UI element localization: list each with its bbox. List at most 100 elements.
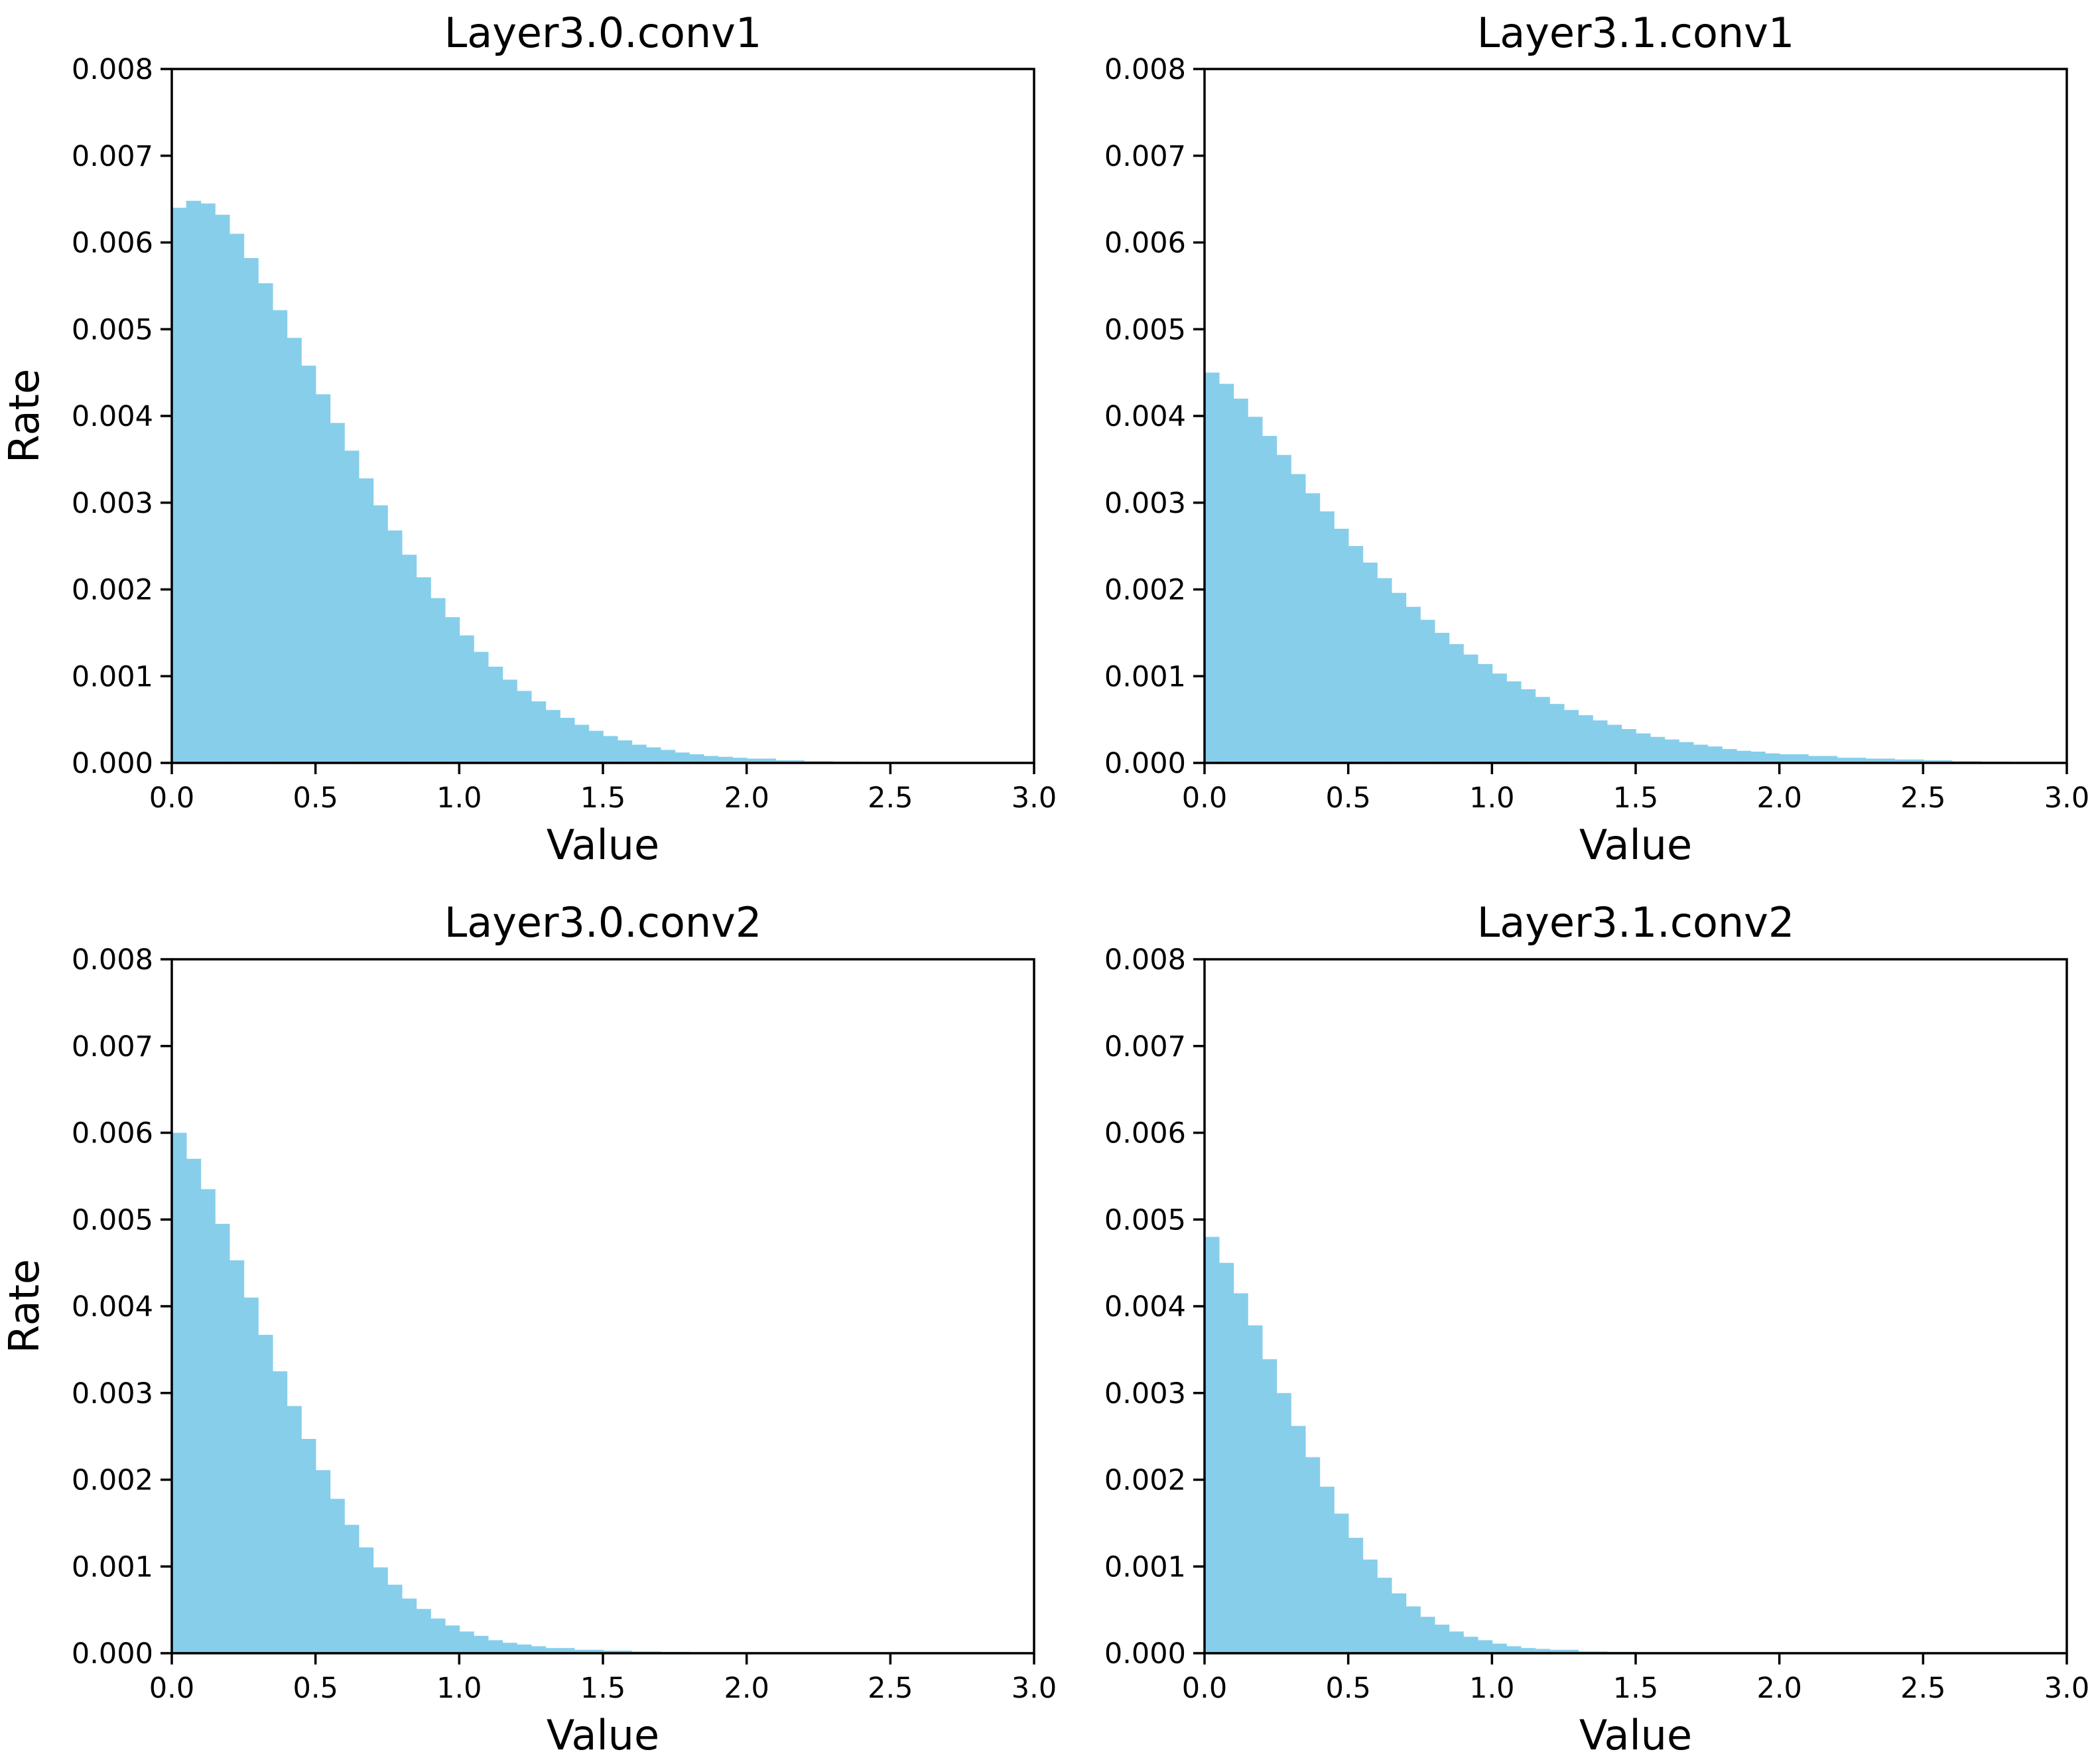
y-tick-label: 0.003 [1104,1377,1186,1410]
x-tick-label: 2.5 [1900,781,1945,815]
x-tick-label: 3.0 [1012,781,1057,815]
histogram-bar [1606,724,1622,763]
histogram-bar [1894,759,1924,763]
y-tick-label: 0.000 [1104,747,1186,780]
histogram-bar [172,1132,187,1653]
histogram-bar [1463,1637,1478,1653]
x-tick-label: 0.5 [1325,781,1370,815]
y-tick-label: 0.002 [1104,1464,1186,1497]
histogram-bar [430,1618,446,1653]
histogram-bar [1808,756,1838,763]
x-tick-label: 1.0 [1469,781,1514,815]
histogram-bar [617,740,633,763]
x-tick-label: 1.5 [580,1672,625,1705]
y-tick-label: 0.005 [1104,1203,1186,1237]
histogram-bar [1477,663,1493,763]
histogram-bar [1650,736,1666,763]
y-tick-label: 0.000 [1104,1637,1186,1670]
x-tick-label: 2.0 [724,781,769,815]
histogram-bar [1205,1237,1220,1653]
histogram-bar [1391,592,1407,763]
x-tick-label: 1.0 [1469,1672,1514,1705]
panel-title: Layer3.0.conv2 [444,898,762,947]
histogram-bar [488,1640,503,1653]
y-tick-label: 0.007 [72,140,153,173]
x-tick-label: 1.0 [436,781,482,815]
panel-layer3-1-conv1: Layer3.1.conv1 0.000 0.001 0.002 0.003 0.004… [1104,9,2089,869]
y-tick-label: 0.003 [72,1377,153,1410]
y-tick-label: 0.003 [1104,487,1186,520]
x-axis-label: Value [547,821,659,869]
x-tick-label: 0.0 [149,1672,194,1705]
y-tick-label: 0.005 [72,1203,153,1237]
y-tick-label: 0.007 [1104,140,1186,173]
histogram-bar [1377,1578,1392,1653]
histogram-bar [416,577,431,763]
plot-frame [1203,68,2068,764]
y-tick-label: 0.005 [72,313,153,346]
histogram-bar [186,200,202,763]
x-axis-ticks: 0.0 0.5 1.0 1.5 2.0 2.5 3.0 [149,1653,1057,1705]
histogram-bar [732,758,748,763]
histogram-bar [459,1631,474,1653]
histogram-bar [1406,606,1421,763]
x-tick-label: 0.0 [149,781,194,815]
panel-layer3-1-conv2: Layer3.1.conv2 0.000 0.001 0.002 0.003 0.004… [1104,898,2089,1759]
histogram-bar [330,1499,345,1653]
histogram-bar [1693,744,1709,763]
histogram-bar [243,1297,259,1653]
y-tick-label: 0.000 [72,747,153,780]
y-tick-label: 0.006 [1104,1117,1186,1150]
y-tick-label: 0.004 [72,1290,153,1323]
x-axis-label: Value [547,1711,659,1759]
histogram-bar [258,283,273,763]
x-axis-ticks: 0.0 0.5 1.0 1.5 2.0 2.5 3.0 [149,763,1057,815]
histogram-bar [1262,1359,1277,1653]
y-tick-label: 0.001 [72,660,153,693]
histogram-bar [1549,1649,1579,1653]
histogram-bar [1449,644,1464,763]
histogram-bar [1636,733,1651,763]
histogram-bar [1707,746,1723,763]
histogram-bar [243,258,259,763]
histogram-bar [545,1648,575,1653]
x-tick-label: 1.5 [1613,1672,1658,1705]
histogram-bar [272,310,288,763]
histogram-bar [1391,1593,1407,1653]
histogram-bar [1492,1643,1507,1653]
histogram-bar [1377,578,1392,763]
histogram-bar [1362,1559,1378,1653]
y-tick-label: 0.001 [1104,1550,1186,1584]
histogram-bar [531,1646,547,1653]
histogram-bar [545,710,560,763]
histogram-bar [1563,710,1579,763]
x-axis-ticks: 0.0 0.5 1.0 1.5 2.0 2.5 3.0 [1182,1653,2089,1705]
histogram-bar [474,651,489,763]
histogram-bar [1736,750,1752,763]
histogram-bar [603,736,618,763]
y-tick-label: 0.004 [1104,1290,1186,1323]
histogram-bar [517,1644,532,1653]
y-tick-label: 0.006 [1104,227,1186,260]
histogram-bar [1262,436,1277,763]
histogram-bar [746,758,776,763]
histogram-bar [1205,372,1220,763]
x-tick-label: 0.5 [293,781,338,815]
x-tick-label: 3.0 [1012,1672,1057,1705]
histogram-bar [1765,753,1780,763]
x-tick-label: 1.5 [1613,781,1658,815]
y-tick-label: 0.007 [72,1030,153,1063]
histogram-bar [689,754,704,763]
histogram-bar [1593,720,1608,763]
histogram-bar [1664,739,1679,763]
histogram-bar [401,1598,417,1653]
histogram-bars [1205,372,2067,763]
histogram-bar [603,1651,633,1653]
histogram-bar [1362,563,1378,763]
histogram-bar [315,394,331,763]
x-tick-label: 1.5 [580,781,625,815]
y-tick-label: 0.007 [1104,1030,1186,1063]
histogram-bar [387,1584,403,1653]
histogram-bar [1865,758,1895,763]
